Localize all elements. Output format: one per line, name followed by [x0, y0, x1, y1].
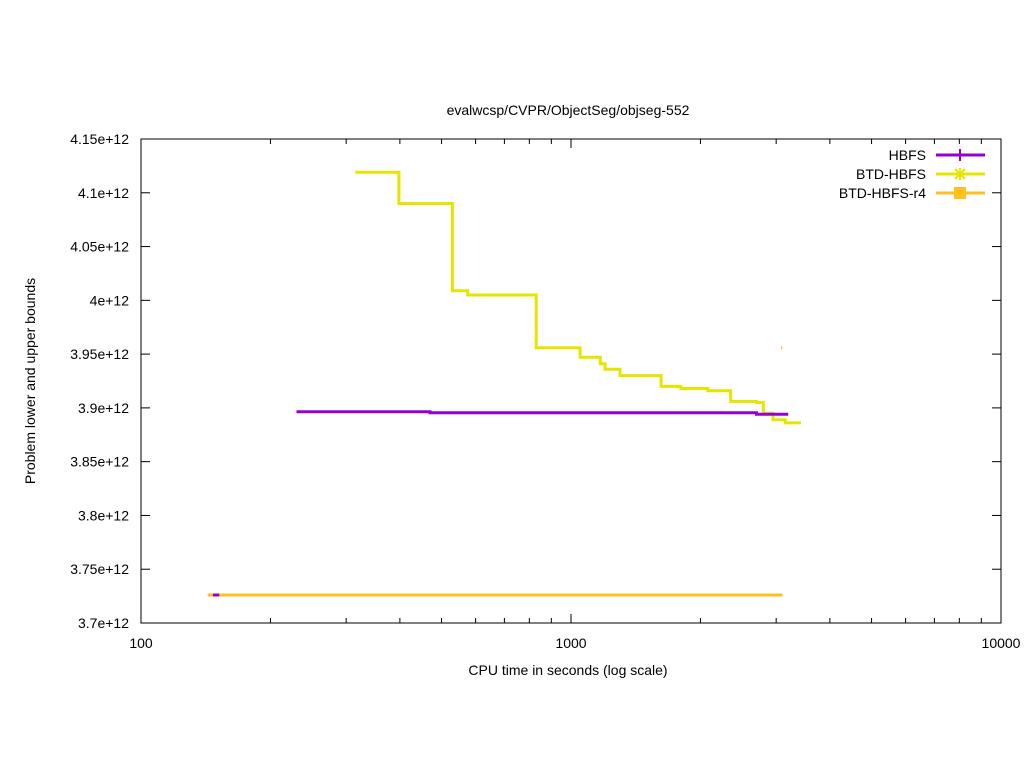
- y-tick-label: 3.95e+12: [70, 346, 129, 362]
- series-btd-hbfs-upper-line: [355, 170, 801, 425]
- y-tick-label: 3.7e+12: [78, 615, 129, 631]
- x-tick-label: 1000: [555, 635, 586, 651]
- y-tick-label: 3.9e+12: [78, 400, 129, 416]
- axes: 3.7e+12 3.75e+12 3.8e+12 3.85e+12 3.9e+12 3.9…: [70, 131, 1020, 651]
- y-tick-label: 4.1e+12: [78, 185, 129, 201]
- y-tick-label: 4.15e+12: [70, 131, 129, 147]
- legend-square-marker: [954, 187, 966, 199]
- legend-entry: HBFS: [889, 147, 985, 163]
- legend-label: BTD-HBFS-r4: [839, 185, 926, 201]
- y-tick-label: 4.05e+12: [70, 239, 129, 255]
- y-tick-label: 3.75e+12: [70, 561, 129, 577]
- series-layer: [207, 170, 801, 597]
- legend-label: BTD-HBFS: [856, 166, 926, 182]
- chart-title: evalwcsp/CVPR/ObjectSeg/objseg-552: [447, 102, 690, 118]
- legend-entry: BTD-HBFS: [856, 166, 985, 182]
- legend-label: HBFS: [889, 147, 926, 163]
- legend: HBFS BTD-HBFS BTD-HBFS-r4: [839, 147, 985, 201]
- x-tick-label: 10000: [982, 635, 1021, 651]
- y-axis-label: Problem lower and upper bounds: [22, 278, 38, 484]
- legend-star-marker: [954, 168, 966, 180]
- x-tick-label: 100: [129, 635, 153, 651]
- legend-entry: BTD-HBFS-r4: [839, 185, 985, 201]
- plot-frame: [140, 138, 1002, 624]
- y-tick-label: 3.85e+12: [70, 454, 129, 470]
- y-tick-label: 3.8e+12: [78, 507, 129, 523]
- x-axis-label: CPU time in seconds (log scale): [468, 662, 667, 678]
- series-hbfs-upper-line: [296, 410, 789, 416]
- y-tick-label: 4e+12: [90, 292, 130, 308]
- legend-plus-marker: [955, 149, 965, 161]
